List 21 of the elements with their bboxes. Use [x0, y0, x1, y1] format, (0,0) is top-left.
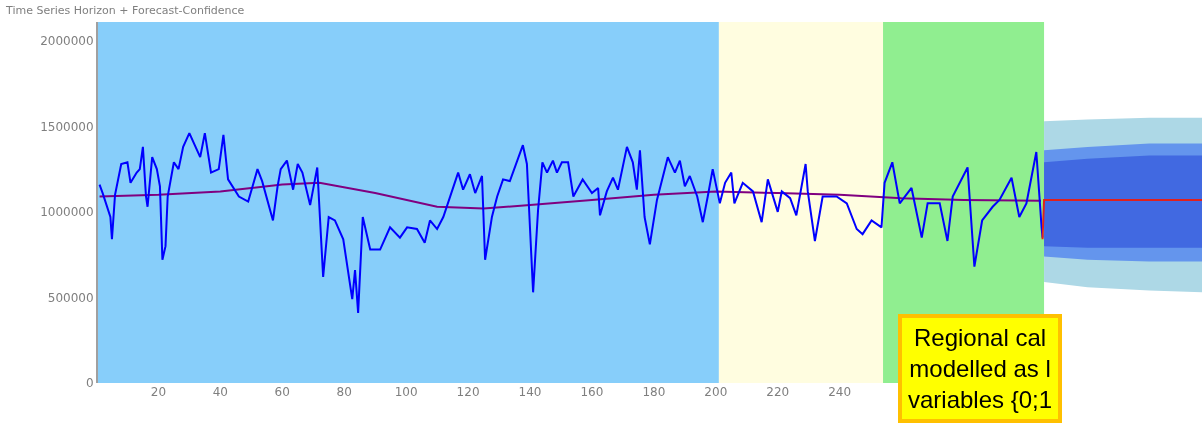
- line-series: [98, 132, 1044, 314]
- x-tick-label: 140: [518, 385, 542, 399]
- x-tick-label: 240: [828, 385, 852, 399]
- y-tick-label: 0: [85, 376, 94, 391]
- x-tick-label: 120: [456, 385, 480, 399]
- x-tick-label: 80: [336, 385, 352, 399]
- y-tick-label: 1500000: [40, 119, 94, 134]
- x-tick-label: 180: [642, 385, 666, 399]
- x-tick-label: 160: [580, 385, 604, 399]
- x-tick-label: 40: [212, 385, 228, 399]
- chart-title: Time Series Horizon + Forecast-Confidence: [5, 4, 245, 18]
- x-tick-label: 20: [150, 385, 167, 399]
- x-tick-label: 220: [766, 385, 790, 399]
- x-tick-label: 60: [274, 385, 290, 399]
- annotation: Regional cal modelled as l variables {0;1: [908, 324, 1053, 414]
- x-tick-label: 200: [704, 385, 728, 399]
- line-series: [98, 181, 1042, 210]
- y-tick-label: 1000000: [40, 205, 94, 220]
- y-tick-label: 2000000: [40, 34, 94, 49]
- x-tick-label: 100: [394, 385, 418, 399]
- y-tick-label: 500000: [47, 290, 94, 305]
